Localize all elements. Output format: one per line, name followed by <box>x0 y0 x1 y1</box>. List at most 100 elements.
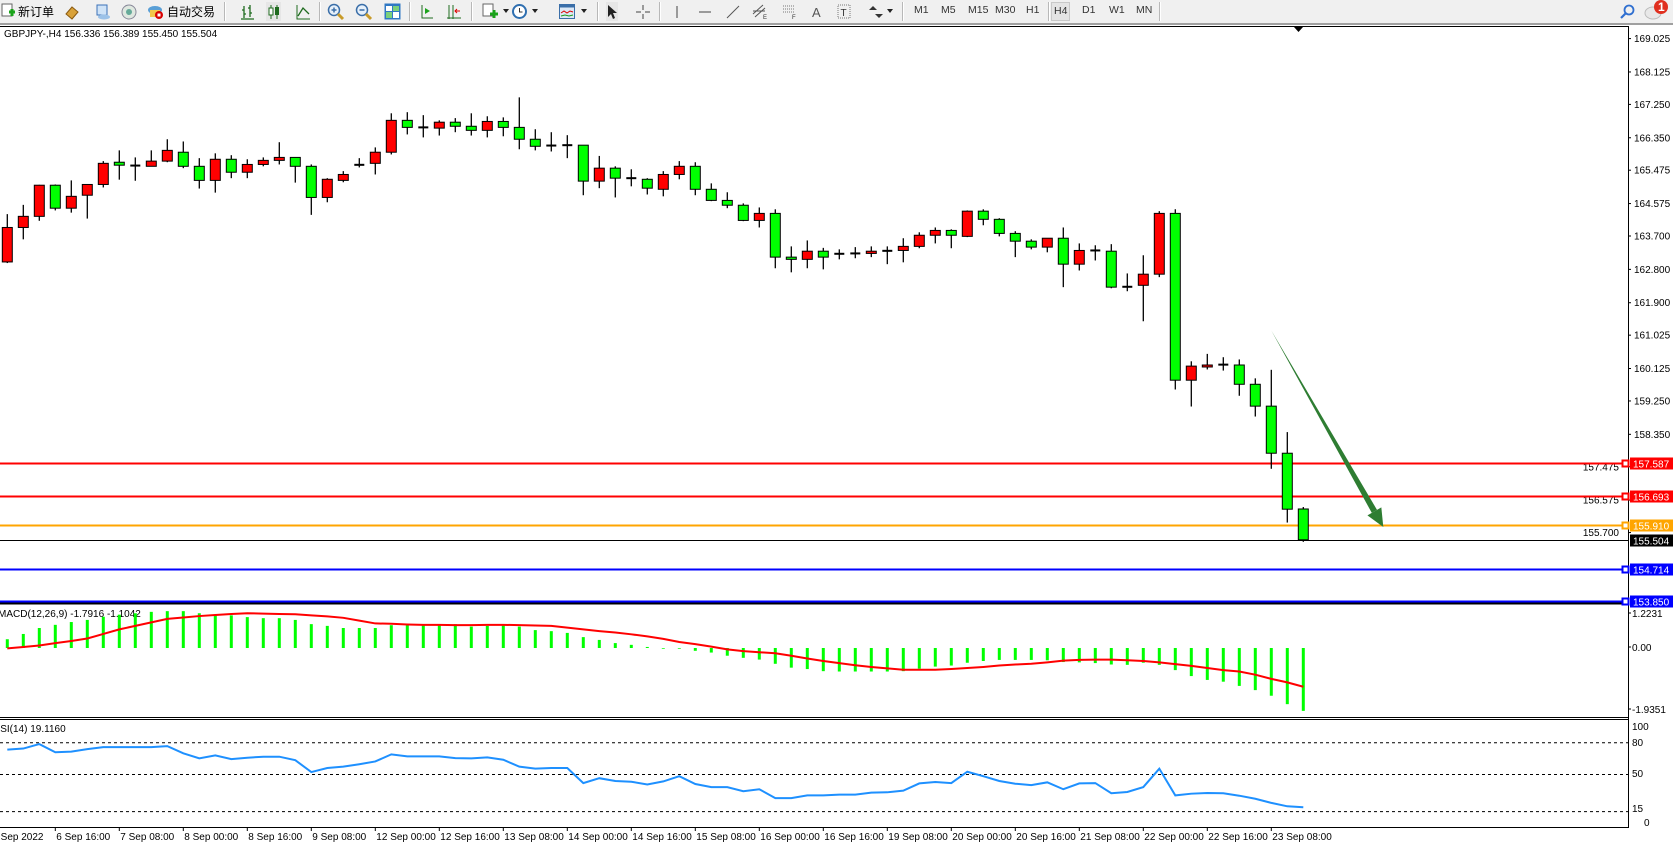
candle-body <box>17 215 29 228</box>
autoscroll-button[interactable] <box>446 2 462 21</box>
candle <box>33 184 45 221</box>
periods-dropdown[interactable] <box>532 9 538 13</box>
text-label-icon: T <box>837 4 851 19</box>
time-tick-label: 9 Sep 08:00 <box>312 832 366 843</box>
candle-body <box>897 245 909 251</box>
timeframe-h1[interactable]: H1 <box>1026 4 1040 16</box>
fibonacci-button[interactable]: F <box>782 2 798 21</box>
search-button[interactable] <box>1620 2 1635 21</box>
price-tick-label: 165.475 <box>1634 166 1671 177</box>
candle <box>1090 245 1101 261</box>
bar-chart-button[interactable] <box>240 2 255 21</box>
candle-body <box>1201 364 1213 368</box>
auto-trading-icon <box>148 6 163 19</box>
candle <box>161 139 173 163</box>
candle-body-doji <box>418 126 429 129</box>
tile-windows-button[interactable] <box>384 2 401 21</box>
candle <box>913 232 925 249</box>
signals-button[interactable] <box>121 2 137 21</box>
candle-body-doji <box>130 164 141 167</box>
candle <box>385 113 397 155</box>
candle-body <box>449 121 461 127</box>
candle-body <box>321 178 333 198</box>
terminal-button[interactable] <box>95 2 111 21</box>
candle <box>801 240 813 269</box>
timeframe-m15[interactable]: M15 <box>968 4 989 16</box>
auto-trading-button[interactable]: 自动交易 <box>147 2 215 21</box>
rsi-tick-label: 0 <box>1644 818 1650 829</box>
zoom-in-icon <box>327 3 345 20</box>
indicators-dropdown[interactable] <box>503 9 509 13</box>
candlestick-button[interactable] <box>266 2 281 21</box>
new-order-button[interactable]: 新订单 <box>1 2 54 21</box>
timeframe-m5[interactable]: M5 <box>941 4 956 16</box>
notification-button[interactable]: 1 <box>1643 0 1671 19</box>
timeframe-w1[interactable]: W1 <box>1109 4 1125 16</box>
equidistant-channel-button[interactable]: E <box>752 2 769 21</box>
candle <box>850 247 861 259</box>
candle-body <box>33 184 45 217</box>
candle <box>257 157 269 167</box>
candle <box>562 135 573 159</box>
candle-body <box>145 160 157 167</box>
history-button[interactable] <box>64 2 80 21</box>
signals-icon <box>121 4 137 19</box>
price-label: 157.587 <box>1633 460 1670 471</box>
timeframe-h4[interactable]: H4 <box>1051 2 1071 21</box>
line-chart-button[interactable] <box>296 2 311 21</box>
candle-body <box>1041 237 1053 248</box>
price-tick-label: 158.350 <box>1634 430 1671 441</box>
candle <box>641 178 653 195</box>
trendline-button[interactable] <box>726 2 740 21</box>
candle <box>1041 237 1053 253</box>
templates-dropdown[interactable] <box>581 9 587 13</box>
candle-body <box>193 165 205 181</box>
notification-icon <box>1644 0 1668 19</box>
crosshair-button[interactable] <box>635 2 651 21</box>
periods-button[interactable] <box>511 2 528 21</box>
candle-body <box>769 212 781 258</box>
candle-body <box>913 234 925 247</box>
price-label: 155.910 <box>1633 522 1670 533</box>
text-button[interactable]: A <box>812 2 822 21</box>
time-tick-label: 8 Sep 00:00 <box>184 832 238 843</box>
candle-body <box>1297 508 1309 541</box>
candle <box>1201 353 1213 370</box>
trend-arrow[interactable] <box>1271 330 1384 527</box>
candle-body-doji <box>1122 285 1133 288</box>
macd-tick-label: 0.00 <box>1632 643 1652 654</box>
vertical-line-button[interactable] <box>674 2 680 21</box>
auto-trading-label: 自动交易 <box>167 5 216 19</box>
timeframe-mn[interactable]: MN <box>1136 4 1153 16</box>
candle <box>1185 361 1197 407</box>
chart-shift-button[interactable] <box>418 2 434 21</box>
zoom-in-button[interactable] <box>327 2 345 21</box>
candle <box>1009 231 1021 258</box>
candle <box>1025 239 1037 250</box>
templates-button[interactable] <box>559 2 575 21</box>
candle-body <box>65 195 77 209</box>
candle <box>673 161 685 180</box>
candle-body <box>929 229 941 236</box>
arrows-dropdown[interactable] <box>887 9 893 13</box>
candle-body <box>945 229 957 236</box>
bar-chart-icon <box>241 4 254 20</box>
time-tick-label: 20 Sep 00:00 <box>952 832 1012 843</box>
arrows-button[interactable] <box>867 2 885 21</box>
toolbar-separator <box>902 2 904 21</box>
time-tick-label: 21 Sep 08:00 <box>1080 832 1140 843</box>
timeframe-m1[interactable]: M1 <box>914 4 929 16</box>
indicators-button[interactable] <box>482 2 499 21</box>
zoom-out-button[interactable] <box>355 2 373 21</box>
horizontal-line-button[interactable] <box>698 2 712 21</box>
text-label-button[interactable]: T <box>837 2 851 21</box>
cursor-button[interactable] <box>606 2 618 21</box>
candle <box>497 117 509 137</box>
candle-body <box>49 184 61 209</box>
timeframe-m30[interactable]: M30 <box>995 4 1016 16</box>
timeframe-d1[interactable]: D1 <box>1082 4 1096 16</box>
candle-body <box>1233 364 1245 385</box>
candle-body <box>241 163 253 173</box>
candle <box>401 112 413 135</box>
